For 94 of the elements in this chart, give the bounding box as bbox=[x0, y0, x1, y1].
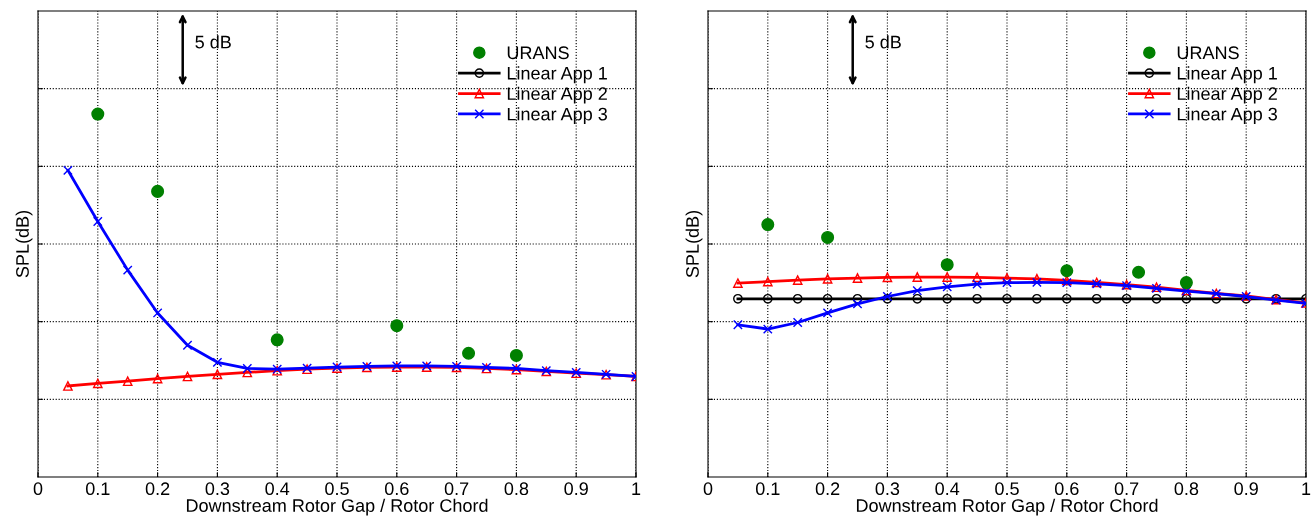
point bbox=[852, 298, 863, 309]
legend-label: Linear App 3 bbox=[507, 107, 607, 125]
point bbox=[152, 373, 163, 384]
point bbox=[151, 184, 165, 198]
x-tick-label: 1 bbox=[632, 482, 641, 495]
point bbox=[1121, 293, 1132, 304]
x-axis-title: Downstream Rotor Gap / Rotor Chord bbox=[856, 498, 1158, 516]
point bbox=[882, 272, 893, 283]
point bbox=[92, 378, 103, 389]
x-tick-label: 0.2 bbox=[145, 482, 170, 496]
x-tick-label: 0.1 bbox=[755, 482, 780, 496]
point bbox=[63, 165, 73, 176]
legend-label: Linear App 1 bbox=[1177, 66, 1277, 84]
point bbox=[1061, 293, 1072, 304]
legend-label: Linear App 2 bbox=[507, 86, 607, 104]
point bbox=[1060, 264, 1074, 278]
point bbox=[1179, 276, 1193, 290]
point bbox=[242, 367, 253, 378]
point bbox=[972, 272, 982, 283]
point bbox=[912, 293, 923, 304]
point bbox=[462, 346, 476, 360]
point bbox=[792, 275, 803, 285]
point bbox=[152, 308, 163, 318]
point bbox=[792, 293, 803, 304]
text: 5 dB bbox=[195, 35, 231, 49]
point bbox=[122, 265, 133, 275]
point bbox=[822, 308, 833, 318]
legend-label: Linear App 3 bbox=[1177, 107, 1277, 125]
x-tick-label: 0.9 bbox=[1234, 482, 1258, 496]
point bbox=[821, 230, 835, 244]
point bbox=[63, 381, 73, 391]
point bbox=[1002, 277, 1012, 288]
legend-label: Linear App 1 bbox=[507, 66, 607, 84]
point bbox=[1032, 277, 1042, 288]
point bbox=[762, 293, 773, 304]
point bbox=[212, 369, 223, 380]
x-tick-label: 1 bbox=[1302, 482, 1311, 495]
point bbox=[852, 273, 863, 283]
point bbox=[390, 319, 404, 333]
x-tick-label: 0.3 bbox=[875, 482, 900, 496]
point bbox=[912, 272, 923, 282]
x-tick-label: 0.1 bbox=[85, 482, 110, 496]
point bbox=[822, 293, 833, 304]
point bbox=[1132, 265, 1146, 279]
point bbox=[761, 218, 775, 232]
point bbox=[1151, 293, 1162, 304]
x-tick-label: 0.3 bbox=[205, 482, 230, 496]
x-tick-label: 0.8 bbox=[504, 482, 529, 496]
x-tick-label: 0 bbox=[33, 482, 43, 496]
y-axis-title: SPL(dB) bbox=[15, 211, 33, 278]
point bbox=[762, 276, 773, 287]
point bbox=[733, 278, 743, 288]
y-axis-title: SPL(dB) bbox=[685, 211, 703, 278]
x-tick-label: 0.5 bbox=[995, 482, 1019, 496]
point bbox=[942, 282, 953, 292]
point bbox=[792, 317, 803, 328]
point bbox=[509, 348, 523, 362]
legend-label: Linear App 2 bbox=[1177, 86, 1277, 104]
x-tick-label: 0.7 bbox=[444, 482, 469, 496]
x-tick-label: 0.9 bbox=[564, 482, 588, 496]
point bbox=[972, 279, 982, 289]
point bbox=[122, 376, 133, 387]
point bbox=[270, 333, 284, 347]
point bbox=[733, 293, 743, 304]
text: 5 dB bbox=[865, 35, 901, 49]
x-tick-label: 0.2 bbox=[815, 482, 840, 496]
point bbox=[242, 363, 253, 374]
x-tick-label: 0.4 bbox=[265, 482, 290, 496]
point bbox=[822, 273, 833, 284]
point bbox=[182, 371, 193, 382]
point bbox=[92, 216, 103, 227]
x-tick-label: 0.5 bbox=[325, 482, 349, 496]
x-tick-label: 0.6 bbox=[384, 482, 409, 496]
point bbox=[940, 258, 954, 272]
x-tick-label: 0.4 bbox=[935, 482, 960, 496]
x-tick-label: 0.7 bbox=[1114, 482, 1139, 496]
point bbox=[942, 293, 953, 304]
legend-label: URANS bbox=[507, 46, 569, 60]
point bbox=[762, 324, 773, 334]
point bbox=[733, 319, 743, 330]
point bbox=[1002, 293, 1012, 304]
legend-label: URANS bbox=[1177, 46, 1239, 60]
point bbox=[1091, 293, 1102, 304]
point bbox=[1032, 293, 1042, 304]
x-tick-label: 0 bbox=[703, 482, 713, 496]
point bbox=[212, 357, 223, 368]
point bbox=[942, 272, 953, 282]
x-axis-title: Downstream Rotor Gap / Rotor Chord bbox=[186, 498, 488, 516]
x-tick-label: 0.8 bbox=[1174, 482, 1199, 496]
point bbox=[182, 340, 193, 351]
point bbox=[972, 293, 982, 304]
x-tick-label: 0.6 bbox=[1054, 482, 1079, 496]
point bbox=[91, 107, 105, 121]
point bbox=[912, 285, 923, 296]
